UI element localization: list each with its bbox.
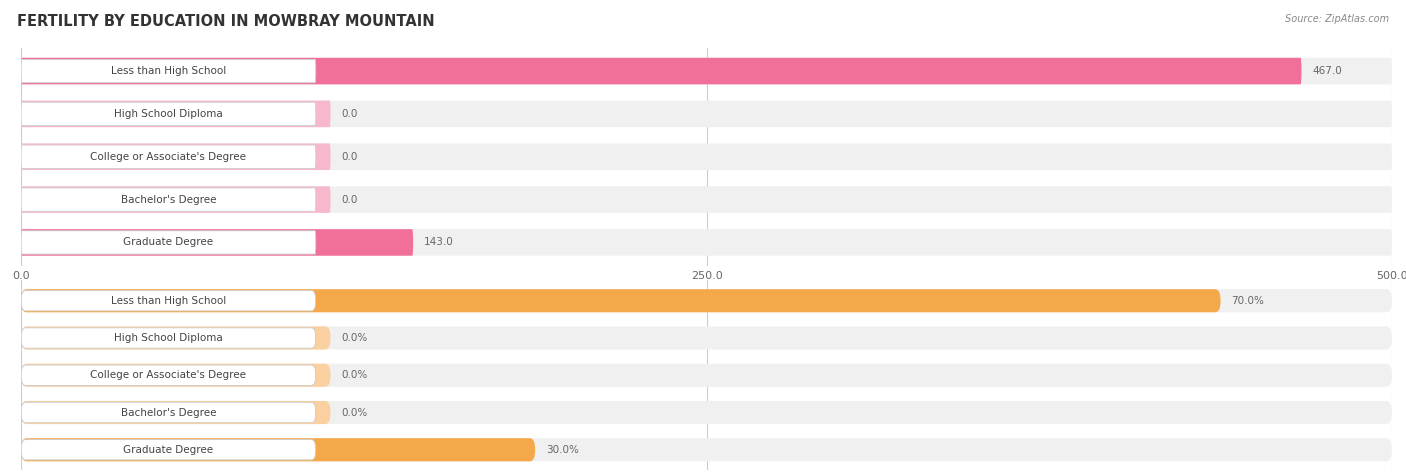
- FancyBboxPatch shape: [21, 188, 316, 211]
- FancyBboxPatch shape: [21, 364, 1392, 387]
- FancyBboxPatch shape: [21, 326, 330, 350]
- Text: College or Associate's Degree: College or Associate's Degree: [90, 370, 246, 380]
- Text: Bachelor's Degree: Bachelor's Degree: [121, 195, 217, 205]
- FancyBboxPatch shape: [21, 364, 330, 387]
- Text: Less than High School: Less than High School: [111, 66, 226, 76]
- Text: 0.0: 0.0: [342, 152, 359, 162]
- Text: Graduate Degree: Graduate Degree: [124, 238, 214, 247]
- FancyBboxPatch shape: [21, 101, 330, 127]
- FancyBboxPatch shape: [21, 101, 1392, 127]
- Text: 0.0: 0.0: [342, 109, 359, 119]
- Text: 30.0%: 30.0%: [546, 445, 579, 455]
- FancyBboxPatch shape: [21, 145, 316, 169]
- Text: 143.0: 143.0: [425, 238, 454, 247]
- Text: Less than High School: Less than High School: [111, 296, 226, 306]
- FancyBboxPatch shape: [21, 143, 330, 170]
- FancyBboxPatch shape: [21, 326, 1392, 350]
- Text: FERTILITY BY EDUCATION IN MOWBRAY MOUNTAIN: FERTILITY BY EDUCATION IN MOWBRAY MOUNTA…: [17, 14, 434, 29]
- FancyBboxPatch shape: [21, 401, 330, 424]
- FancyBboxPatch shape: [21, 289, 1392, 312]
- Text: 0.0%: 0.0%: [342, 370, 368, 380]
- FancyBboxPatch shape: [21, 58, 1392, 85]
- Text: 70.0%: 70.0%: [1232, 296, 1264, 306]
- FancyBboxPatch shape: [21, 58, 1302, 85]
- FancyBboxPatch shape: [21, 102, 316, 125]
- FancyBboxPatch shape: [21, 291, 315, 311]
- Text: High School Diploma: High School Diploma: [114, 109, 222, 119]
- FancyBboxPatch shape: [21, 289, 1220, 312]
- Text: 0.0%: 0.0%: [342, 408, 368, 418]
- Text: College or Associate's Degree: College or Associate's Degree: [90, 152, 246, 162]
- FancyBboxPatch shape: [21, 328, 315, 348]
- Text: 0.0%: 0.0%: [342, 333, 368, 343]
- FancyBboxPatch shape: [21, 143, 1392, 170]
- FancyBboxPatch shape: [21, 229, 1392, 256]
- FancyBboxPatch shape: [21, 186, 1392, 213]
- FancyBboxPatch shape: [21, 439, 315, 460]
- FancyBboxPatch shape: [21, 402, 315, 423]
- Text: High School Diploma: High School Diploma: [114, 333, 222, 343]
- FancyBboxPatch shape: [21, 186, 330, 213]
- FancyBboxPatch shape: [21, 231, 316, 254]
- Text: 0.0: 0.0: [342, 195, 359, 205]
- Text: Source: ZipAtlas.com: Source: ZipAtlas.com: [1285, 14, 1389, 24]
- FancyBboxPatch shape: [21, 401, 1392, 424]
- Text: Bachelor's Degree: Bachelor's Degree: [121, 408, 217, 418]
- FancyBboxPatch shape: [21, 59, 316, 83]
- FancyBboxPatch shape: [21, 438, 536, 461]
- Text: 467.0: 467.0: [1312, 66, 1343, 76]
- Text: Graduate Degree: Graduate Degree: [124, 445, 214, 455]
- FancyBboxPatch shape: [21, 365, 315, 385]
- FancyBboxPatch shape: [21, 438, 1392, 461]
- FancyBboxPatch shape: [21, 229, 413, 256]
